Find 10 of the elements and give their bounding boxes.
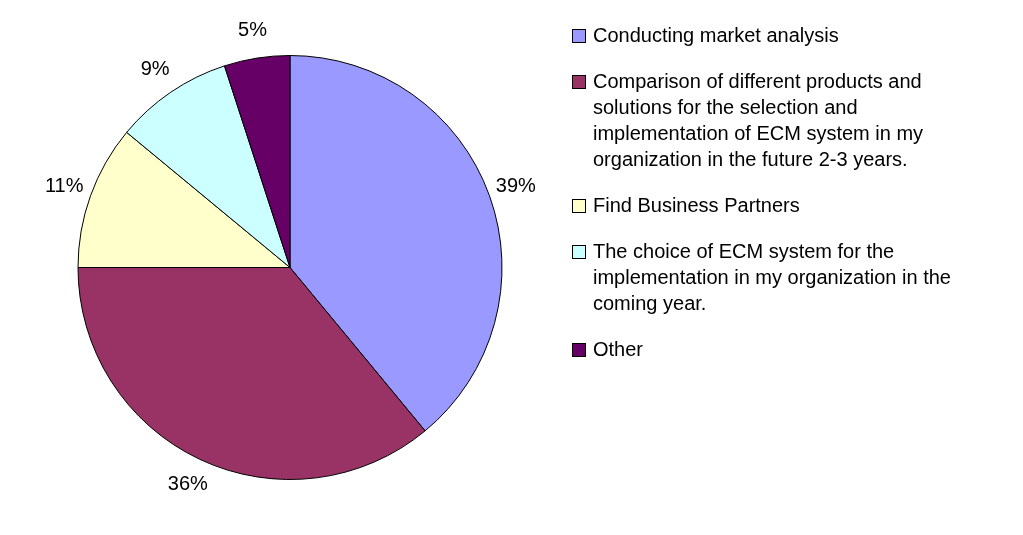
legend-label: Find Business Partners	[593, 193, 801, 218]
data-label: 9%	[140, 56, 170, 79]
legend-label: Comparison of different products and solutions for the selection and implementation of ECM system in my organization in the future 2-3 years.	[593, 69, 925, 172]
data-label: 11%	[44, 173, 84, 196]
legend-label: Other	[593, 337, 645, 362]
data-label: 39%	[495, 173, 537, 196]
data-label: 36%	[167, 472, 209, 495]
legend-label: The choice of ECM system for the implementation in my organization in the coming year.	[593, 239, 952, 316]
data-label: 5%	[238, 17, 268, 40]
legend-label: Conducting market analysis	[593, 23, 840, 48]
